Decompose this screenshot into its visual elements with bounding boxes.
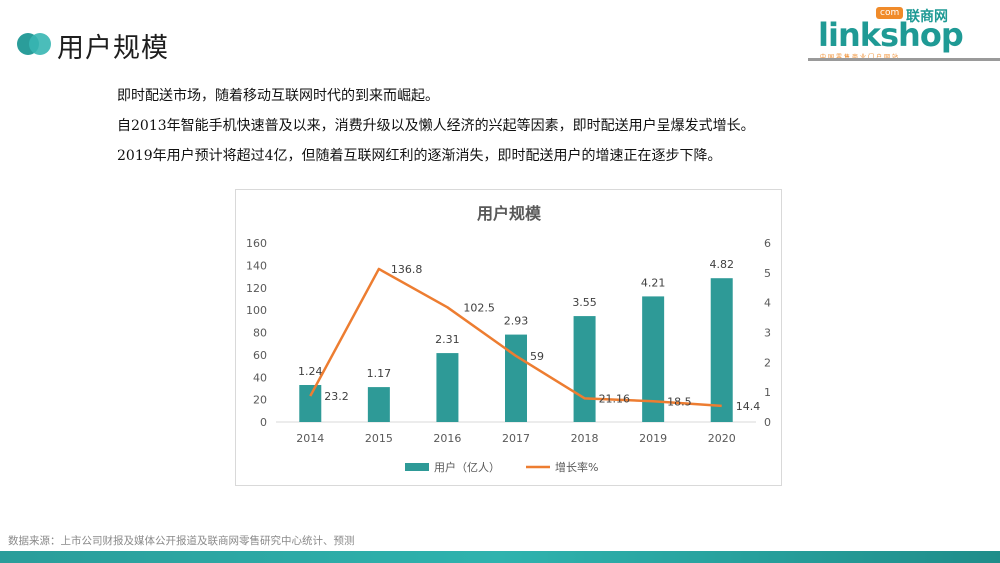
right-axis-tick-label: 1 [764,386,771,399]
left-axis-tick-label: 60 [253,349,267,362]
x-axis-year-label: 2016 [433,432,461,445]
user-bar [436,353,459,422]
user-bar-label: 4.82 [709,258,734,271]
user-bar-label: 1.24 [298,365,323,378]
paragraph-2: 自2013年智能手机快速普及以来，消费升级以及懒人经济的兴起等因素，即时配送用户… [117,118,755,134]
growth-rate-label: 21.16 [599,392,631,405]
growth-rate-label: 136.8 [391,263,423,276]
right-axis-tick-label: 4 [764,297,771,310]
left-axis-tick-label: 20 [253,394,267,407]
user-bar [573,316,596,422]
right-axis-tick-label: 2 [764,356,771,369]
logo-com-badge: com [876,7,904,19]
user-bar [642,296,665,422]
data-source-note: 数据来源：上市公司财报及媒体公开报道及联商网零售研究中心统计、预测 [8,535,355,547]
header-rule [808,58,1000,61]
left-axis-tick-label: 40 [253,371,267,384]
right-axis-tick-label: 5 [764,267,771,280]
legend-users-label: 用户（亿人） [434,460,500,474]
growth-rate-line [309,267,722,408]
user-scale-chart: 用户规模 0 20 40 60 80 100 120 140 160 0 1 2 3 4 5 6 1.24 1… [235,189,782,486]
user-bar-label: 4.21 [641,276,666,289]
legend-growth-label: 增长率% [555,460,598,474]
logo-link-text: link [818,16,881,54]
paragraph-3: 2019年用户预计将超过4亿，但随着互联网红利的逐渐消失，即时配送用户的增速正在… [117,148,722,164]
left-axis-tick-label: 160 [246,237,267,250]
linkshop-logo[interactable]: com 联商网 linkshop 中国零售商业门户网站 [818,6,978,62]
chart-canvas: 用户规模 0 20 40 60 80 100 120 140 160 0 1 2 3 4 5 6 1.24 1… [246,204,771,474]
x-axis-year-label: 2018 [571,432,599,445]
x-axis-year-label: 2019 [639,432,667,445]
x-axis-year-label: 2015 [365,432,393,445]
legend-bar-swatch [405,463,429,471]
logo-tagline: 中国零售商业门户网站 [820,52,900,61]
left-axis-tick-label: 140 [246,259,267,272]
user-bar-label: 1.17 [367,367,392,380]
logo-shop-text: shop [880,16,964,54]
growth-rate-label: 102.5 [463,301,495,314]
logo-wordmark: linkshop [818,16,964,54]
chart-title: 用户规模 [477,204,542,223]
left-axis-tick-label: 120 [246,282,267,295]
title-dot-icon-secondary [29,33,51,55]
growth-rate-label: 18.5 [667,395,692,408]
x-axis-year-label: 2020 [708,432,736,445]
left-axis-tick-label: 0 [260,416,267,429]
page-title: 用户规模 [57,33,169,64]
user-bar-label: 3.55 [572,296,597,309]
user-bar-label: 2.31 [435,333,460,346]
growth-rate-label: 59 [530,350,544,363]
left-axis-tick-label: 100 [246,304,267,317]
user-bar [299,385,322,422]
x-axis-year-label: 2017 [502,432,530,445]
paragraph-1: 即时配送市场，随着移动互联网时代的到来而崛起。 [117,88,439,104]
right-axis-tick-label: 3 [764,327,771,340]
growth-rate-label: 23.2 [324,390,349,403]
footer-bar [0,551,1000,563]
user-bar [710,278,733,422]
right-axis-tick-label: 0 [764,416,771,429]
user-bar [367,387,390,422]
left-axis-tick-label: 80 [253,327,267,340]
x-axis-year-label: 2014 [296,432,324,445]
user-bar-label: 2.93 [504,315,529,328]
logo-cn-name: 联商网 [906,9,948,25]
right-axis-tick-label: 6 [764,237,771,250]
user-bar [505,334,527,422]
growth-rate-label: 14.4 [736,400,761,413]
